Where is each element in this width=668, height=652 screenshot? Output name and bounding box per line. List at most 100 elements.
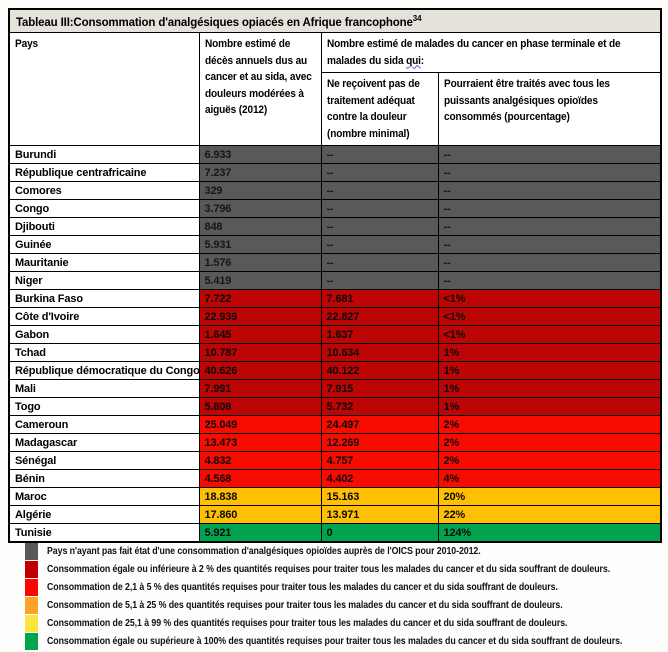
- cell-pays: Sénégal: [8, 451, 200, 470]
- cell-pourcentage: <1%: [437, 325, 662, 344]
- cell-deces: 10.787: [198, 343, 322, 362]
- cell-sans-traitement: 5.732: [320, 397, 439, 416]
- table-row: Burkina Faso 7.722 7.681 <1%: [8, 289, 662, 308]
- cell-deces: 5.808: [198, 397, 322, 416]
- table-row: Cameroun 25.049 24.497 2%: [8, 415, 662, 434]
- cell-sans-traitement: --: [320, 253, 439, 272]
- spellcheck-wavy-underline: qui: [405, 54, 421, 67]
- cell-deces: 7.991: [198, 379, 322, 398]
- cell-deces: 18.838: [198, 487, 322, 506]
- table-row: Bénin 4.568 4.402 4%: [8, 469, 662, 488]
- legend-swatch-no-report: [25, 542, 38, 560]
- table-row: Madagascar 13.473 12.269 2%: [8, 433, 662, 452]
- cell-sans-traitement: 22.827: [320, 307, 439, 326]
- cell-deces: 5.921: [198, 523, 322, 543]
- legend-item-le-2: Consommation égale ou inférieure à 2 % d…: [25, 560, 668, 578]
- cell-pourcentage: 1%: [437, 379, 662, 398]
- cell-pays: Mali: [8, 379, 200, 398]
- header-pourcentage: Pourraient être traités avec tous les pu…: [437, 72, 662, 146]
- cell-deces: 6.933: [198, 145, 322, 164]
- table-row: République centrafricaine 7.237 -- --: [8, 163, 662, 182]
- cell-deces: 17.860: [198, 505, 322, 524]
- legend-swatch-25-99: [25, 614, 38, 632]
- legend-swatch-2-5: [25, 578, 38, 596]
- cell-deces: 4.832: [198, 451, 322, 470]
- cell-pourcentage: 2%: [437, 433, 662, 452]
- legend-item-ge-100: Consommation égale ou supérieure à 100% …: [25, 632, 668, 650]
- cell-sans-traitement: 24.497: [320, 415, 439, 434]
- table-row: Guinée 5.931 -- --: [8, 235, 662, 254]
- table-row: Sénégal 4.832 4.757 2%: [8, 451, 662, 470]
- table-row: Tunisie 5.921 0 124%: [8, 523, 662, 543]
- legend-label: Consommation de 25,1 à 99 % des quantité…: [47, 617, 568, 629]
- cell-pays: Niger: [8, 271, 200, 290]
- header-group-label: Nombre estimé de malades du cancer en ph…: [326, 38, 621, 67]
- header-pays: Pays: [8, 32, 200, 146]
- table-row: Algérie 17.860 13.971 22%: [8, 505, 662, 524]
- header-deces-label: Nombre estimé de décès annuels dus au ca…: [204, 38, 312, 116]
- legend-swatch-le-2: [25, 560, 38, 578]
- table-row: Togo 5.808 5.732 1%: [8, 397, 662, 416]
- cell-pays: Comores: [8, 181, 200, 200]
- cell-pourcentage: --: [437, 235, 662, 254]
- cell-pourcentage: 4%: [437, 469, 662, 488]
- cell-pourcentage: 1%: [437, 343, 662, 362]
- cell-deces: 13.473: [198, 433, 322, 452]
- cell-sans-traitement: 7.681: [320, 289, 439, 308]
- cell-sans-traitement: 1.637: [320, 325, 439, 344]
- table-row: Djibouti 848 -- --: [8, 217, 662, 236]
- cell-pourcentage: <1%: [437, 289, 662, 308]
- legend-label: Consommation égale ou inférieure à 2 % d…: [47, 563, 611, 575]
- cell-deces: 40.626: [198, 361, 322, 380]
- cell-pourcentage: --: [437, 217, 662, 236]
- cell-pays: Madagascar: [8, 433, 200, 452]
- cell-sans-traitement: --: [320, 199, 439, 218]
- table-row: Burundi 6.933 -- --: [8, 145, 662, 164]
- cell-pays: Guinée: [8, 235, 200, 254]
- cell-sans-traitement: --: [320, 181, 439, 200]
- cell-deces: 25.049: [198, 415, 322, 434]
- header-sans-traitement-label: Ne reçoivent pas de traitement adéquat c…: [326, 78, 420, 140]
- legend-item-2-5: Consommation de 2,1 à 5 % des quantités …: [25, 578, 668, 596]
- cell-pays: Djibouti: [8, 217, 200, 236]
- cell-pays: République démocratique du Congo: [8, 361, 200, 380]
- cell-pays: Bénin: [8, 469, 200, 488]
- cell-sans-traitement: 12.269: [320, 433, 439, 452]
- legend-swatch-ge-100: [25, 632, 38, 650]
- cell-deces: 3.796: [198, 199, 322, 218]
- legend-label: Pays n'ayant pas fait état d'une consomm…: [47, 545, 481, 557]
- cell-pays: Cameroun: [8, 415, 200, 434]
- cell-sans-traitement: 7.915: [320, 379, 439, 398]
- cell-pourcentage: --: [437, 199, 662, 218]
- table-row: Niger 5.419 -- --: [8, 271, 662, 290]
- cell-pays: République centrafricaine: [8, 163, 200, 182]
- header-deces: Nombre estimé de décès annuels dus au ca…: [198, 32, 322, 146]
- cell-sans-traitement: --: [320, 145, 439, 164]
- cell-pourcentage: --: [437, 253, 662, 272]
- table-title-text: Tableau III:Consommation d'analgésiques …: [16, 16, 413, 29]
- cell-sans-traitement: 4.402: [320, 469, 439, 488]
- legend-item-25-99: Consommation de 25,1 à 99 % des quantité…: [25, 614, 668, 632]
- cell-deces: 5.419: [198, 271, 322, 290]
- cell-pourcentage: --: [437, 145, 662, 164]
- cell-sans-traitement: 15.163: [320, 487, 439, 506]
- legend-item-no-report: Pays n'ayant pas fait état d'une consomm…: [25, 542, 668, 560]
- cell-deces: 7.237: [198, 163, 322, 182]
- cell-pays: Mauritanie: [8, 253, 200, 272]
- legend-label: Consommation de 5,1 à 25 % des quantités…: [47, 599, 563, 611]
- cell-sans-traitement: --: [320, 217, 439, 236]
- header-pourcentage-label: Pourraient être traités avec tous les pu…: [443, 78, 610, 123]
- cell-pays: Burkina Faso: [8, 289, 200, 308]
- cell-pays: Gabon: [8, 325, 200, 344]
- cell-pourcentage: <1%: [437, 307, 662, 326]
- cell-pourcentage: 1%: [437, 361, 662, 380]
- cell-pays: Congo: [8, 199, 200, 218]
- legend-label: Consommation de 2,1 à 5 % des quantités …: [47, 581, 558, 593]
- table-title: Tableau III:Consommation d'analgésiques …: [8, 8, 662, 33]
- cell-pourcentage: 20%: [437, 487, 662, 506]
- cell-pourcentage: --: [437, 271, 662, 290]
- cell-sans-traitement: 10.634: [320, 343, 439, 362]
- cell-pays: Togo: [8, 397, 200, 416]
- cell-pourcentage: --: [437, 163, 662, 182]
